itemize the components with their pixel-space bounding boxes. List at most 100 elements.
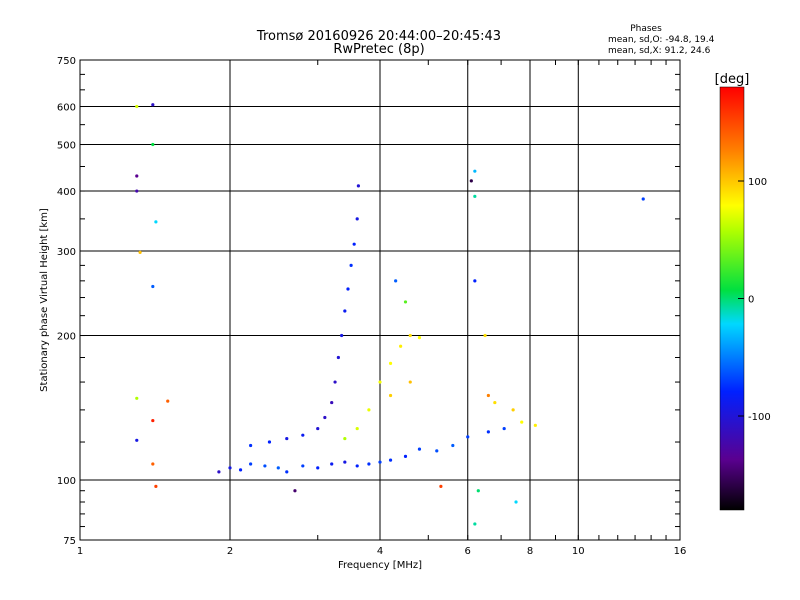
data-point [367,408,371,412]
data-point [135,104,139,109]
colorbar-tick-label: -100 [748,412,771,423]
data-point [285,470,289,474]
data-point [473,194,477,198]
legend-line-o: mean, sd,O: -94.8, 19.4 [608,35,715,45]
y-axis-label: Stationary phase Virtual Height [km] [39,208,50,392]
data-point [502,426,506,431]
data-point [151,462,155,466]
data-point [533,423,537,427]
legend-line-x: mean, sd,X: 91.2, 24.6 [608,46,711,56]
data-point [228,466,232,470]
data-point [511,408,515,412]
data-point [349,263,353,267]
data-point [378,460,382,464]
colorbar-tick-label: 0 [748,295,754,306]
data-point [346,287,350,291]
x-tick-label: 16 [674,546,687,557]
data-point [378,380,382,384]
data-point [408,380,412,384]
y-tick-label: 750 [57,56,76,67]
data-point [476,489,480,493]
x-tick-label: 1 [77,546,83,557]
data-point [343,436,347,441]
data-point [399,344,403,348]
data-point [355,464,359,468]
data-point [356,184,360,188]
data-point [166,399,170,403]
colorbar-label: [deg] [715,72,750,87]
data-point [343,460,347,464]
data-point [417,447,422,451]
data-point [217,470,221,474]
x-axis-label: Frequency [MHz] [338,560,422,571]
data-point [483,333,487,338]
data-point [249,462,253,466]
data-point [238,468,243,472]
y-tick-labels: 75 100 200 300 400 500 600 750 [57,56,76,547]
data-point [355,426,359,431]
data-point [417,336,422,340]
data-point [263,464,267,468]
x-tick-labels: 1 2 4 6 8 10 16 [77,546,687,557]
data-point [154,484,158,488]
data-point [388,361,393,365]
data-point [473,279,477,283]
colorbar-tick-label: 100 [748,177,767,188]
data-point [408,333,412,338]
y-tick-label: 400 [57,187,76,198]
data-point [388,393,393,398]
plot-area: 1 2 4 6 8 10 16 75 100 200 300 400 500 600 750 [57,56,686,557]
data-point [151,284,155,289]
data-point [330,400,334,405]
data-point [151,103,155,107]
data-point [135,174,139,178]
x-tick-label: 2 [227,546,233,557]
data-point [403,300,408,304]
data-point [151,142,155,147]
data-point [486,430,490,434]
data-point [388,458,393,462]
data-point [293,489,297,493]
x-tick-label: 4 [377,546,383,557]
data-point [473,169,477,173]
data-point [473,522,477,526]
data-point [276,466,280,470]
y-tick-label: 200 [57,332,76,343]
data-point [316,426,320,431]
data-point [333,380,337,384]
data-point [466,435,470,439]
data-point [486,393,490,398]
x-tick-label: 6 [465,546,471,557]
data-point [435,449,439,453]
colorbar: [deg] 100 0 -100 [715,72,771,511]
data-point [493,400,497,405]
data-point [135,189,139,193]
y-tick-label: 600 [57,103,76,114]
data-point [316,466,320,470]
data-point [340,333,344,338]
x-tick-label: 8 [527,546,533,557]
data-point [135,438,139,442]
minor-ticks [80,60,680,540]
data-point [154,220,158,224]
data-point [301,433,305,437]
data-point [514,500,518,504]
data-point [138,250,142,255]
data-point [367,462,371,466]
data-point [439,484,443,488]
y-tick-label: 300 [57,247,76,258]
data-point [267,440,272,444]
data-point [301,464,305,468]
data-point [641,197,645,201]
y-tick-label: 100 [57,476,76,487]
data-point [451,443,455,448]
data-point [394,279,398,283]
data-points [135,103,645,526]
legend-title: Phases [630,24,662,34]
y-tick-label: 75 [63,536,76,547]
chart-title: Tromsø 20160926 20:44:00–20:45:43 [256,29,501,44]
data-point [135,396,139,400]
phase-legend: Phases mean, sd,O: -94.8, 19.4 mean, sd,… [608,24,715,56]
data-point [151,418,155,423]
